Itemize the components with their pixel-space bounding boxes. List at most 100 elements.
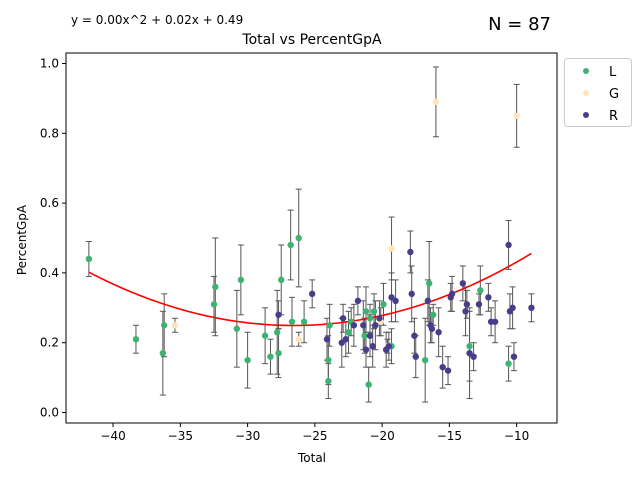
data-point-L <box>325 356 332 364</box>
data-point-L <box>362 308 370 315</box>
data-point-L <box>267 353 274 360</box>
data-point-R <box>510 353 518 360</box>
data-point-R <box>350 322 358 329</box>
data-point-R <box>505 241 512 249</box>
data-point-L <box>278 276 285 284</box>
data-point-L <box>325 377 332 385</box>
legend-box <box>564 58 632 127</box>
data-point-L <box>212 283 219 291</box>
y-axis-label: PercentGpA <box>15 204 29 275</box>
data-point-R <box>392 297 399 305</box>
legend-marker-R <box>583 112 589 118</box>
data-point-R <box>463 301 471 308</box>
data-point-L <box>430 311 437 318</box>
data-point-L <box>421 356 429 364</box>
data-point-R <box>428 325 436 332</box>
y-tick-label: 0.4 <box>40 266 59 280</box>
y-tick-label: 1.0 <box>40 56 59 70</box>
x-tick-label: −40 <box>100 429 125 443</box>
data-point-R <box>362 346 370 353</box>
data-point-L <box>275 349 282 357</box>
data-point-R <box>444 367 452 374</box>
axes-frame <box>65 52 558 424</box>
data-point-R <box>459 280 467 287</box>
data-point-G <box>388 245 395 252</box>
x-tick-label: −10 <box>504 429 529 443</box>
data-point-R <box>360 322 367 329</box>
data-point-L <box>361 332 368 339</box>
data-point-R <box>448 290 456 298</box>
data-point-L <box>365 381 372 388</box>
data-point-R <box>470 353 477 360</box>
data-point-L <box>288 318 296 325</box>
x-axis-label: Total <box>297 451 326 465</box>
data-point-L <box>161 322 168 329</box>
data-point-L <box>273 329 281 336</box>
data-point-G <box>295 336 302 343</box>
data-point-L <box>326 322 333 329</box>
legend-marker-G <box>583 90 589 96</box>
data-point-R <box>439 363 446 371</box>
data-point-L <box>85 255 93 263</box>
x-tick-label: −20 <box>369 429 394 443</box>
y-tick-label: 0.2 <box>40 336 59 350</box>
data-point-R <box>435 329 442 336</box>
data-point-L <box>426 280 433 287</box>
data-point-L <box>237 276 245 284</box>
legend-marker-L <box>583 68 589 74</box>
data-point-R <box>342 336 350 343</box>
data-point-R <box>475 301 483 308</box>
data-point-G <box>432 98 440 106</box>
data-point-R <box>424 297 432 305</box>
x-tick-label: −30 <box>235 429 260 443</box>
sample-size-label: N = 87 <box>488 14 551 35</box>
data-point-R <box>308 290 316 298</box>
data-point-L <box>366 315 374 322</box>
data-point-L <box>159 349 167 357</box>
data-point-R <box>385 343 393 350</box>
data-point-L <box>244 356 251 364</box>
data-point-R <box>407 248 414 256</box>
data-point-L <box>380 301 387 308</box>
data-point-L <box>370 308 378 315</box>
legend-label-R: R <box>609 109 618 124</box>
data-point-R <box>369 343 376 350</box>
data-point-R <box>411 332 418 339</box>
x-tick-label: −25 <box>302 429 327 443</box>
data-point-L <box>505 360 512 367</box>
data-point-R <box>372 322 379 329</box>
data-point-R <box>354 297 362 305</box>
data-point-R <box>339 315 347 322</box>
data-point-L <box>210 301 218 308</box>
data-point-G <box>513 112 520 120</box>
legend: LGR <box>564 58 632 127</box>
data-point-R <box>376 315 383 322</box>
plot-area <box>85 66 535 403</box>
data-point-R <box>366 332 374 339</box>
data-point-R <box>412 353 419 360</box>
y-tick-label: 0.6 <box>40 196 59 210</box>
data-point-L <box>233 325 241 332</box>
data-point-L <box>132 336 140 343</box>
legend-label-L: L <box>609 65 617 80</box>
x-tick-label: −35 <box>168 429 193 443</box>
data-point-R <box>462 308 469 315</box>
data-point-L <box>300 318 308 325</box>
data-point-G <box>171 322 179 329</box>
equation-label: y = 0.00x^2 + 0.02x + 0.49 <box>71 13 243 27</box>
data-point-L <box>295 234 302 242</box>
legend-label-G: G <box>609 87 619 102</box>
data-point-R <box>485 294 492 301</box>
data-point-L <box>345 329 352 336</box>
data-point-R <box>487 318 495 325</box>
x-tick-label: −15 <box>437 429 462 443</box>
data-point-R <box>275 311 282 318</box>
y-tick-label: 0.8 <box>40 126 59 140</box>
axes: −40 −35 −30 −25 −20 −15 −10 0.0 0.2 0.4 0.6 0.8 1.0 <box>40 52 558 443</box>
data-point-L <box>261 332 269 339</box>
y-tick-label: 0.0 <box>40 406 59 420</box>
fit-curve <box>88 252 532 327</box>
data-point-R <box>509 304 516 312</box>
